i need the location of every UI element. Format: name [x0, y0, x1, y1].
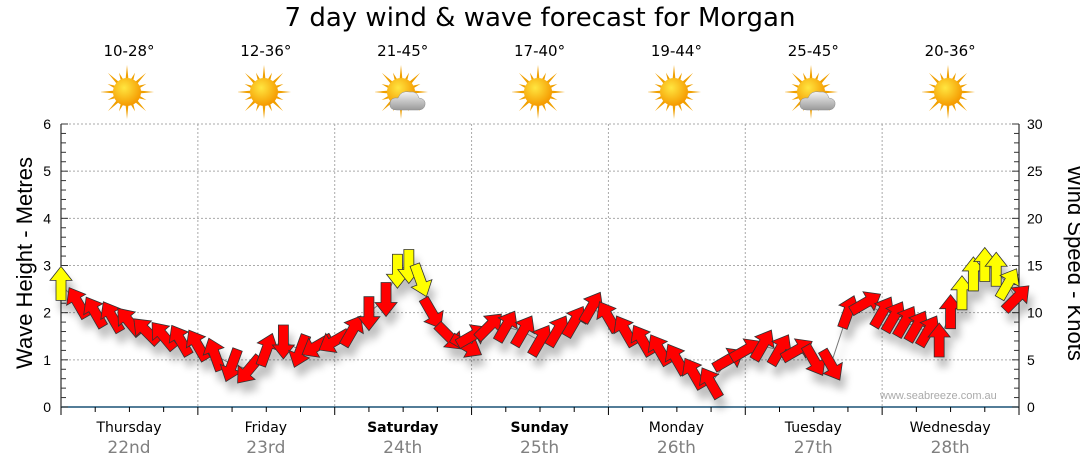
- sun-icon: [101, 65, 154, 119]
- temperature-range: 19-44°: [650, 42, 702, 60]
- wind-series: [49, 246, 1030, 401]
- day-date: 22nd: [107, 438, 151, 458]
- y-tick-right: 15: [1027, 258, 1043, 274]
- y-tick-right: 30: [1027, 116, 1043, 132]
- day-label: Friday 23rd: [198, 420, 334, 458]
- day-label: Wednesday 28th: [882, 420, 1018, 458]
- temperature-range: 12-36°: [240, 42, 292, 60]
- day-forecast-wednesday: 20-36°: [882, 42, 1018, 120]
- wind-arrow: [202, 337, 226, 373]
- wind-arrow: [357, 296, 381, 332]
- y-tick-right: 25: [1027, 163, 1043, 179]
- wind-arrow: [492, 310, 518, 344]
- temperature-range: 25-45°: [787, 42, 839, 60]
- day-name: Sunday: [510, 420, 569, 436]
- wind-arrow: [288, 333, 312, 368]
- wind-arrow: [418, 295, 444, 329]
- temperature-range: 10-28°: [103, 42, 155, 60]
- day-date: 27th: [793, 438, 833, 458]
- sun-icon: [511, 65, 565, 119]
- wind-arrow: [83, 296, 109, 330]
- y-tick-left: 0: [43, 399, 51, 415]
- credit-text: www.seabreeze.com.au: [880, 390, 997, 402]
- day-label: Tuesday 27th: [745, 420, 881, 458]
- day-forecast-sunday: 17-40°: [472, 42, 608, 120]
- day-date: 24th: [383, 438, 423, 458]
- wind-arrow: [779, 338, 813, 364]
- day-date: 26th: [656, 438, 696, 458]
- y-tick-right: 5: [1027, 352, 1035, 368]
- wind-arrow: [151, 321, 179, 353]
- partly-cloudy-icon: [374, 65, 428, 119]
- day-forecast-monday: 19-44°: [608, 42, 744, 120]
- temperature-range: 20-36°: [924, 42, 976, 60]
- day-name: Monday: [648, 420, 705, 436]
- day-date: 28th: [930, 438, 970, 458]
- wind-arrow: [749, 329, 775, 363]
- y-tick-right: 0: [1027, 399, 1035, 415]
- day-forecast-tuesday: 25-45°: [745, 42, 881, 120]
- y-tick-left: 1: [43, 352, 51, 368]
- y-tick-right: 10: [1027, 305, 1043, 321]
- day-forecast-friday: 12-36°: [198, 42, 334, 120]
- wind-arrow: [848, 291, 882, 317]
- y-tick-left: 6: [43, 116, 51, 132]
- wind-arrow: [817, 347, 843, 381]
- partly-cloudy-icon: [785, 65, 839, 119]
- sun-icon: [237, 65, 291, 119]
- day-forecast-thursday: 10-28°: [61, 42, 197, 120]
- wind-arrow: [561, 305, 587, 340]
- y-tick-right: 20: [1027, 210, 1043, 226]
- y-tick-left: 2: [43, 305, 51, 321]
- day-name: Saturday: [367, 420, 439, 436]
- day-name: Wednesday: [909, 420, 991, 436]
- temperature-range: 17-40°: [514, 42, 566, 60]
- day-label: Sunday 25th: [472, 420, 608, 458]
- sun-icon: [922, 65, 976, 119]
- wind-arrow: [1000, 285, 1030, 314]
- day-label: Saturday 24th: [335, 420, 471, 458]
- wind-arrow: [994, 268, 1020, 302]
- wind-arrow: [133, 318, 162, 347]
- day-label: Thursday 22nd: [61, 420, 197, 458]
- day-name: Tuesday: [784, 420, 842, 436]
- wind-arrow: [374, 282, 398, 318]
- y-tick-left: 4: [43, 210, 51, 226]
- wind-arrow: [409, 262, 433, 298]
- chart-title: 7 day wind & wave forecast for Morgan: [284, 3, 796, 33]
- sun-icon: [648, 65, 702, 119]
- wind-arrow: [699, 367, 724, 401]
- wind-arrow: [49, 265, 73, 301]
- temperature-range: 21-45°: [377, 42, 429, 60]
- y-tick-left: 5: [43, 163, 51, 179]
- day-forecast-saturday: 21-45°: [335, 42, 471, 120]
- wind-arrow: [338, 315, 364, 349]
- wind-arrow: [168, 324, 194, 358]
- wind-arrow: [984, 251, 1009, 287]
- day-name: Friday: [244, 420, 288, 436]
- day-date: 25th: [520, 438, 560, 458]
- wind-arrow: [927, 322, 951, 358]
- day-date: 23rd: [246, 438, 286, 458]
- y-tick-left: 3: [43, 258, 51, 274]
- day-name: Thursday: [96, 420, 162, 436]
- day-label: Monday 26th: [608, 420, 744, 458]
